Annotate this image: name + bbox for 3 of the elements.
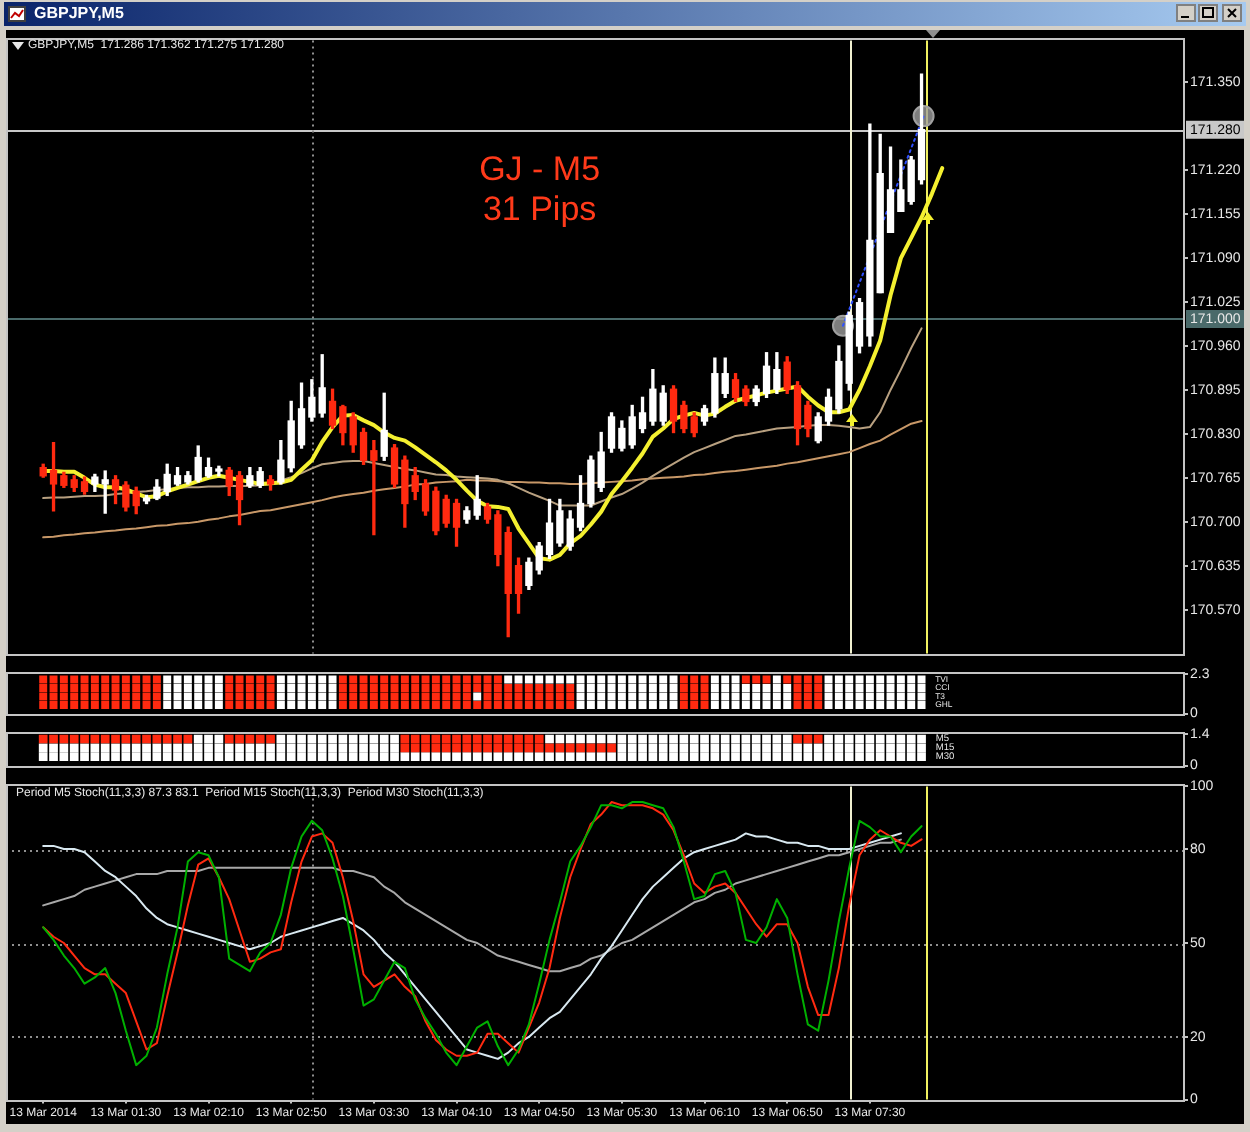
- annotation: GJ - M5: [479, 150, 601, 191]
- annotation: 31 Pips: [482, 190, 597, 231]
- chart-title: GBPJPY,M5: [34, 2, 124, 26]
